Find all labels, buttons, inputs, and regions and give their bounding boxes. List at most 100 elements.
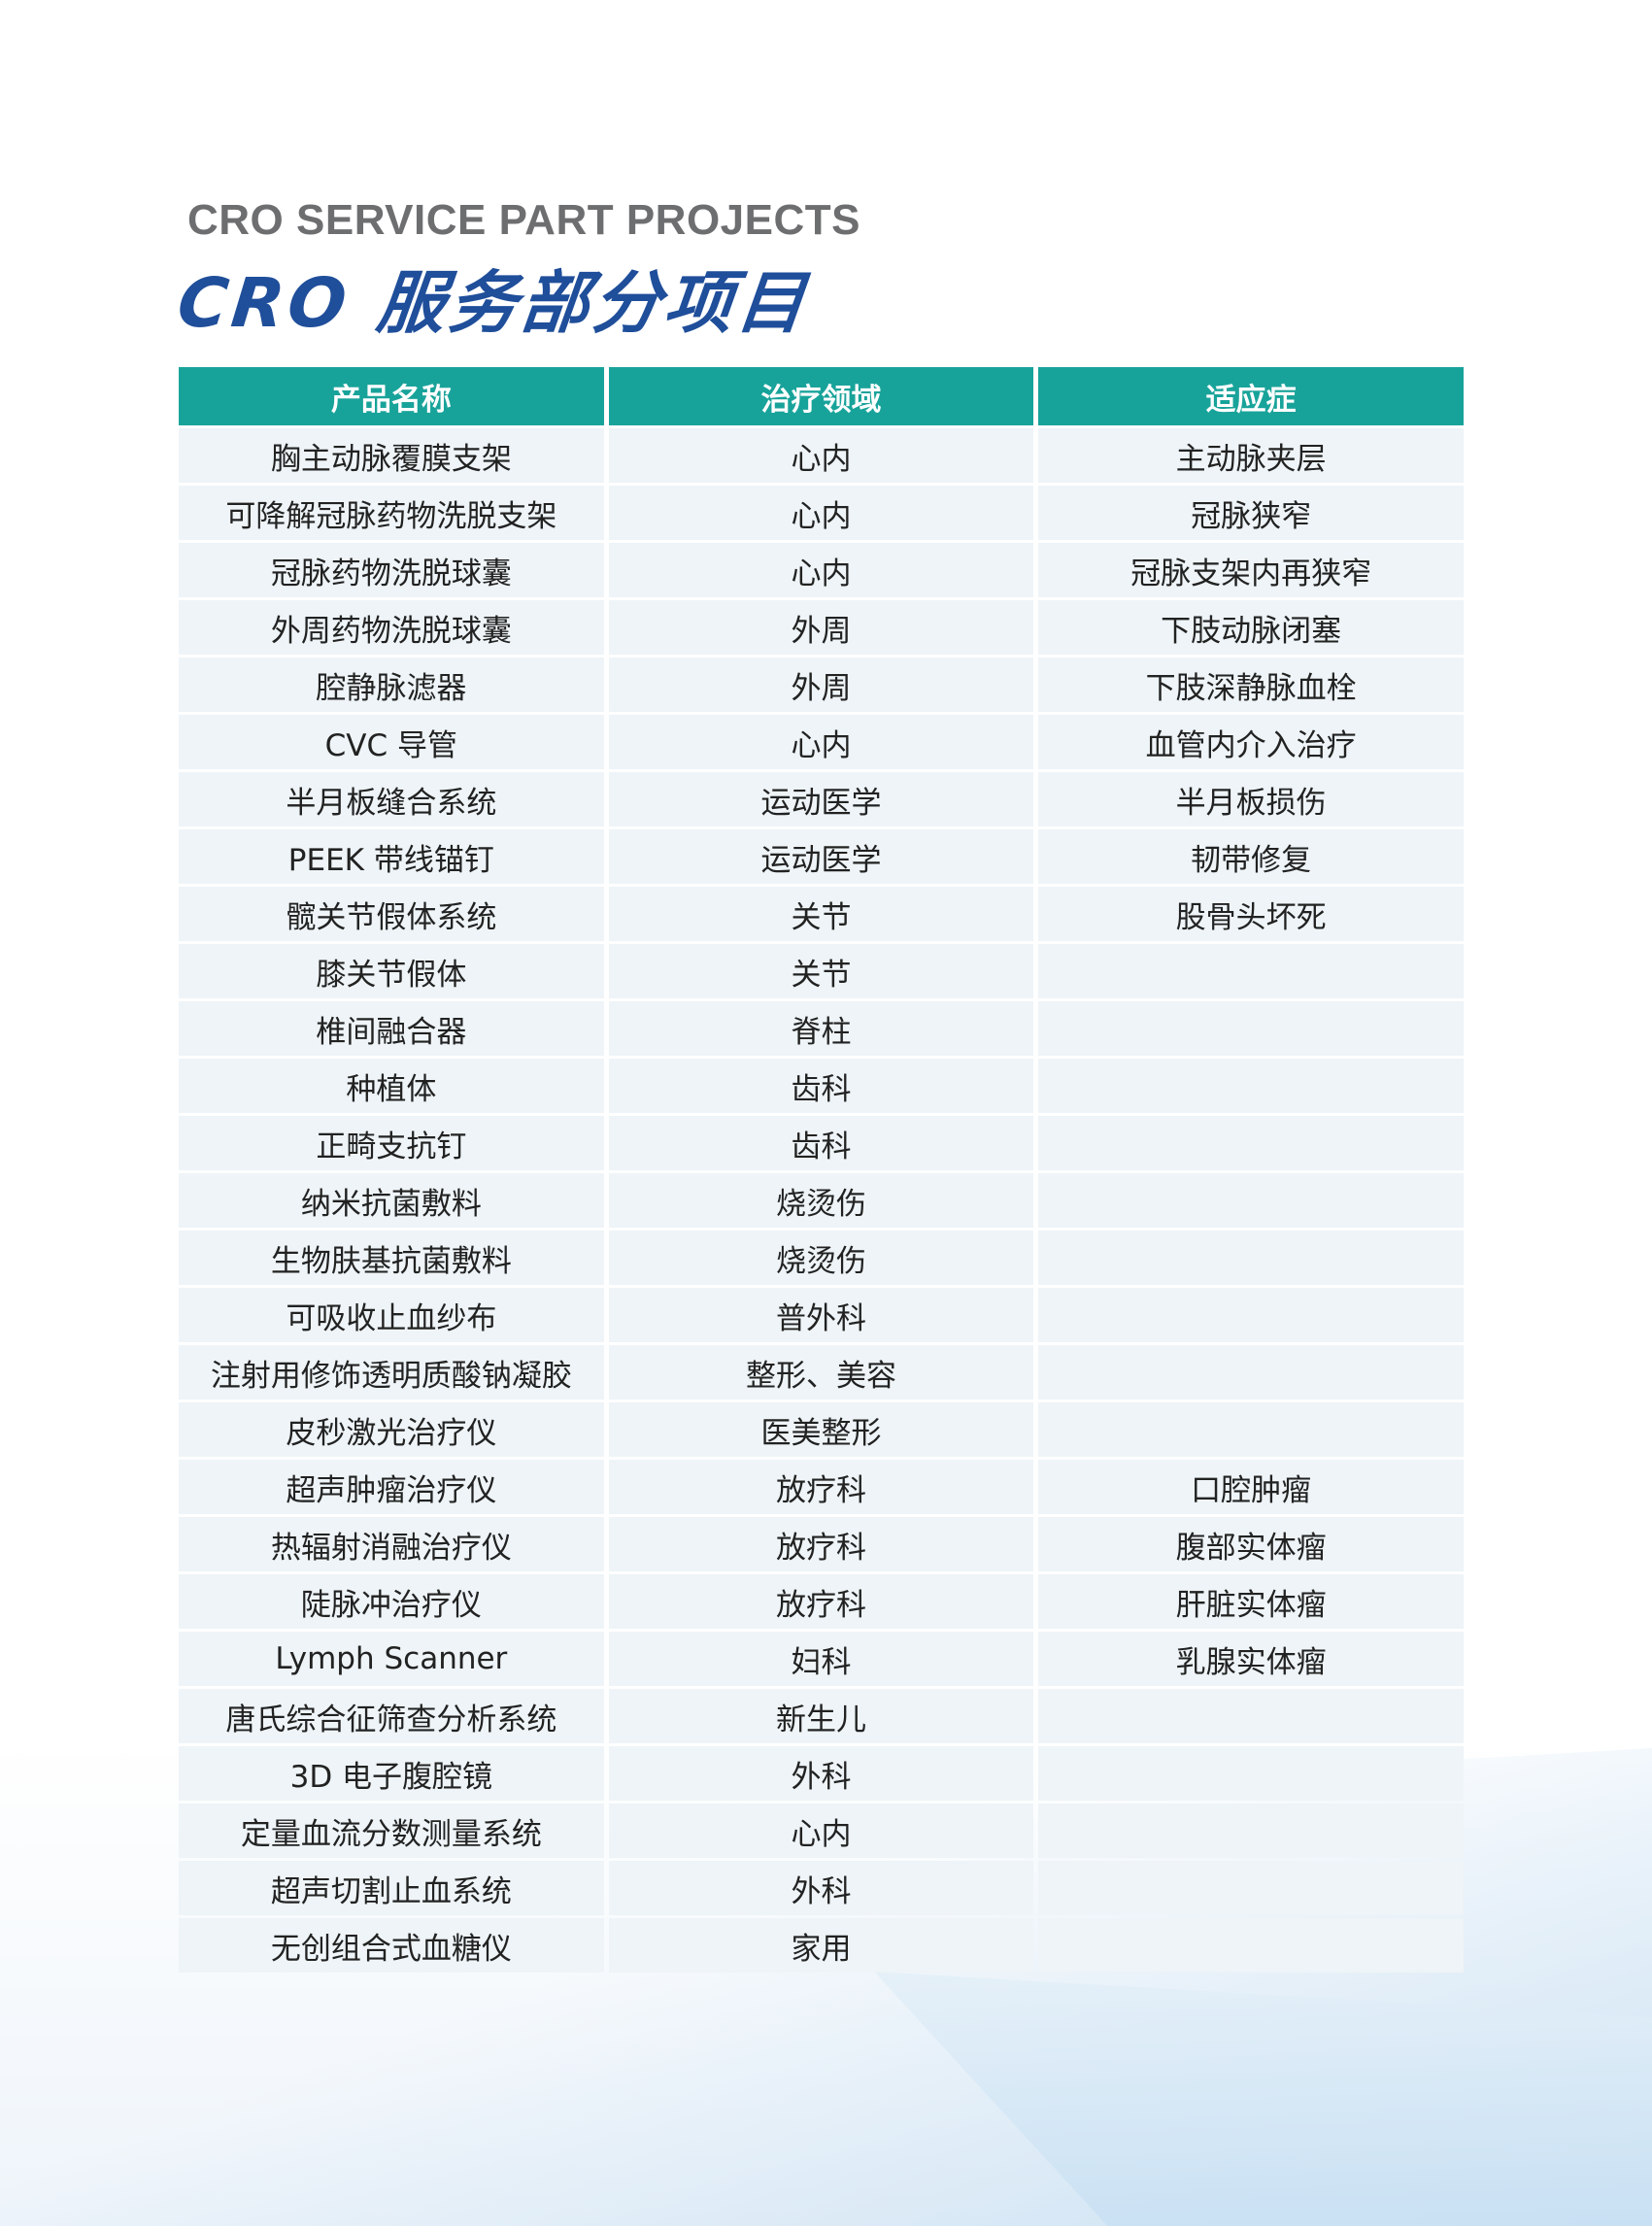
cell-therapeutic-area: 心内 bbox=[608, 428, 1034, 483]
cell-therapeutic-area: 放疗科 bbox=[608, 1460, 1034, 1514]
cell-therapeutic-area: 关节 bbox=[608, 944, 1034, 998]
cell-indication: 冠脉支架内再狭窄 bbox=[1038, 543, 1464, 597]
cell-therapeutic-area: 齿科 bbox=[608, 1116, 1034, 1170]
cell-product-name: 可降解冠脉药物洗脱支架 bbox=[179, 486, 604, 540]
cell-product-name: PEEK 带线锚钉 bbox=[179, 829, 604, 884]
cell-therapeutic-area: 外周 bbox=[608, 658, 1034, 712]
cell-indication: 血管内介入治疗 bbox=[1038, 715, 1464, 769]
table-row: 皮秒激光治疗仪 医美整形 bbox=[179, 1402, 1464, 1457]
table-header-row: 产品名称 治疗领域 适应症 bbox=[179, 367, 1464, 425]
cell-indication bbox=[1038, 1173, 1464, 1228]
table-row: 冠脉药物洗脱球囊 心内 冠脉支架内再狭窄 bbox=[179, 543, 1464, 597]
cell-therapeutic-area: 普外科 bbox=[608, 1288, 1034, 1342]
cell-product-name: 膝关节假体 bbox=[179, 944, 604, 998]
title-chinese: CRO 服务部分项目 bbox=[174, 263, 813, 343]
cell-indication bbox=[1038, 1288, 1464, 1342]
cell-therapeutic-area: 运动医学 bbox=[608, 829, 1034, 884]
table-row: 椎间融合器 脊柱 bbox=[179, 1001, 1464, 1056]
cell-therapeutic-area: 放疗科 bbox=[608, 1574, 1034, 1629]
cell-product-name: 半月板缝合系统 bbox=[179, 772, 604, 826]
title-english: CRO SERVICE PART PROJECTS bbox=[187, 196, 860, 244]
cell-indication bbox=[1038, 1689, 1464, 1743]
table-row: 胸主动脉覆膜支架 心内 主动脉夹层 bbox=[179, 428, 1464, 483]
cell-indication: 乳腺实体瘤 bbox=[1038, 1632, 1464, 1686]
cell-product-name: 纳米抗菌敷料 bbox=[179, 1173, 604, 1228]
header-product-name: 产品名称 bbox=[179, 367, 604, 425]
table-row: Lymph Scanner 妇科 乳腺实体瘤 bbox=[179, 1632, 1464, 1686]
cell-product-name: 唐氏综合征筛查分析系统 bbox=[179, 1689, 604, 1743]
cell-therapeutic-area: 外科 bbox=[608, 1746, 1034, 1801]
table-row: PEEK 带线锚钉 运动医学 韧带修复 bbox=[179, 829, 1464, 884]
table-row: CVC 导管 心内 血管内介入治疗 bbox=[179, 715, 1464, 769]
cell-indication bbox=[1038, 1345, 1464, 1400]
cell-indication bbox=[1038, 1746, 1464, 1801]
cell-indication bbox=[1038, 944, 1464, 998]
cell-indication: 半月板损伤 bbox=[1038, 772, 1464, 826]
cell-therapeutic-area: 新生儿 bbox=[608, 1689, 1034, 1743]
cell-therapeutic-area: 心内 bbox=[608, 543, 1034, 597]
table-row: 可吸收止血纱布 普外科 bbox=[179, 1288, 1464, 1342]
cell-indication bbox=[1038, 1059, 1464, 1113]
table-row: 生物肤基抗菌敷料 烧烫伤 bbox=[179, 1231, 1464, 1285]
cell-product-name: 外周药物洗脱球囊 bbox=[179, 600, 604, 655]
cell-indication bbox=[1038, 1918, 1464, 1973]
cell-therapeutic-area: 心内 bbox=[608, 486, 1034, 540]
cell-indication bbox=[1038, 1001, 1464, 1056]
projects-table: 产品名称 治疗领域 适应症 胸主动脉覆膜支架 心内 主动脉夹层 可降解冠脉药物洗脱支架… bbox=[174, 364, 1468, 1975]
cell-indication: 下肢动脉闭塞 bbox=[1038, 600, 1464, 655]
cell-product-name: 无创组合式血糖仪 bbox=[179, 1918, 604, 1973]
cell-product-name: 超声肿瘤治疗仪 bbox=[179, 1460, 604, 1514]
cell-therapeutic-area: 医美整形 bbox=[608, 1402, 1034, 1457]
cell-indication: 下肢深静脉血栓 bbox=[1038, 658, 1464, 712]
cell-indication bbox=[1038, 1861, 1464, 1915]
cell-product-name: 髋关节假体系统 bbox=[179, 887, 604, 941]
cell-therapeutic-area: 烧烫伤 bbox=[608, 1173, 1034, 1228]
cell-product-name: 超声切割止血系统 bbox=[179, 1861, 604, 1915]
cell-product-name: 正畸支抗钉 bbox=[179, 1116, 604, 1170]
cell-indication: 肝脏实体瘤 bbox=[1038, 1574, 1464, 1629]
cell-indication: 口腔肿瘤 bbox=[1038, 1460, 1464, 1514]
cell-product-name: Lymph Scanner bbox=[179, 1632, 604, 1686]
table-row: 腔静脉滤器 外周 下肢深静脉血栓 bbox=[179, 658, 1464, 712]
cell-therapeutic-area: 外周 bbox=[608, 600, 1034, 655]
cell-product-name: 热辐射消融治疗仪 bbox=[179, 1517, 604, 1571]
table-row: 可降解冠脉药物洗脱支架 心内 冠脉狭窄 bbox=[179, 486, 1464, 540]
cell-product-name: 注射用修饰透明质酸钠凝胶 bbox=[179, 1345, 604, 1400]
cell-indication: 腹部实体瘤 bbox=[1038, 1517, 1464, 1571]
cell-product-name: 腔静脉滤器 bbox=[179, 658, 604, 712]
table-row: 3D 电子腹腔镜 外科 bbox=[179, 1746, 1464, 1801]
cell-therapeutic-area: 外科 bbox=[608, 1861, 1034, 1915]
table-row: 外周药物洗脱球囊 外周 下肢动脉闭塞 bbox=[179, 600, 1464, 655]
table-row: 无创组合式血糖仪 家用 bbox=[179, 1918, 1464, 1973]
table-row: 注射用修饰透明质酸钠凝胶 整形、美容 bbox=[179, 1345, 1464, 1400]
cell-product-name: 定量血流分数测量系统 bbox=[179, 1804, 604, 1858]
table-row: 膝关节假体 关节 bbox=[179, 944, 1464, 998]
cell-indication: 主动脉夹层 bbox=[1038, 428, 1464, 483]
cell-indication bbox=[1038, 1804, 1464, 1858]
table-row: 超声肿瘤治疗仪 放疗科 口腔肿瘤 bbox=[179, 1460, 1464, 1514]
cell-product-name: 3D 电子腹腔镜 bbox=[179, 1746, 604, 1801]
table-row: 唐氏综合征筛查分析系统 新生儿 bbox=[179, 1689, 1464, 1743]
cell-product-name: 生物肤基抗菌敷料 bbox=[179, 1231, 604, 1285]
table-row: 半月板缝合系统 运动医学 半月板损伤 bbox=[179, 772, 1464, 826]
table-row: 热辐射消融治疗仪 放疗科 腹部实体瘤 bbox=[179, 1517, 1464, 1571]
header-indication: 适应症 bbox=[1038, 367, 1464, 425]
cell-therapeutic-area: 齿科 bbox=[608, 1059, 1034, 1113]
cell-indication bbox=[1038, 1231, 1464, 1285]
table-row: 定量血流分数测量系统 心内 bbox=[179, 1804, 1464, 1858]
cell-therapeutic-area: 心内 bbox=[608, 1804, 1034, 1858]
cell-therapeutic-area: 心内 bbox=[608, 715, 1034, 769]
cell-product-name: 胸主动脉覆膜支架 bbox=[179, 428, 604, 483]
cell-product-name: 陡脉冲治疗仪 bbox=[179, 1574, 604, 1629]
cell-indication: 股骨头坏死 bbox=[1038, 887, 1464, 941]
cell-therapeutic-area: 关节 bbox=[608, 887, 1034, 941]
cell-therapeutic-area: 放疗科 bbox=[608, 1517, 1034, 1571]
cell-therapeutic-area: 妇科 bbox=[608, 1632, 1034, 1686]
cell-therapeutic-area: 整形、美容 bbox=[608, 1345, 1034, 1400]
table-row: 超声切割止血系统 外科 bbox=[179, 1861, 1464, 1915]
cell-product-name: 冠脉药物洗脱球囊 bbox=[179, 543, 604, 597]
cell-product-name: 可吸收止血纱布 bbox=[179, 1288, 604, 1342]
table-row: 陡脉冲治疗仪 放疗科 肝脏实体瘤 bbox=[179, 1574, 1464, 1629]
cell-therapeutic-area: 脊柱 bbox=[608, 1001, 1034, 1056]
table-row: 纳米抗菌敷料 烧烫伤 bbox=[179, 1173, 1464, 1228]
